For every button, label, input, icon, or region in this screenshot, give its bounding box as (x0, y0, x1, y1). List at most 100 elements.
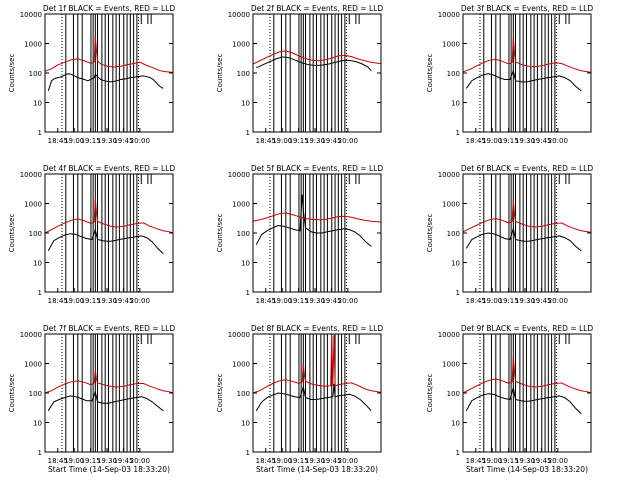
x-tick-label: 20:00 (130, 297, 150, 305)
x-tick-label: 18:45 (48, 297, 68, 305)
x-tick-label: 19:15 (80, 457, 100, 465)
y-tick-label: 100 (29, 70, 42, 78)
y-tick-label: 10000 (438, 11, 460, 19)
x-tick-label: 19:45 (113, 297, 133, 305)
panel-title: Det 7f BLACK = Events, RED = LLD (43, 324, 176, 333)
y-tick-label: 100 (447, 70, 460, 78)
y-tick-label: 10000 (228, 171, 250, 179)
y-tick-label: 1000 (442, 361, 460, 369)
plot-frame (462, 13, 592, 133)
y-tick-label: 1 (38, 449, 42, 457)
panel-title: Det 9f BLACK = Events, RED = LLD (461, 324, 594, 333)
x-tick-label: 18:45 (466, 297, 486, 305)
x-tick-label: 18:45 (466, 137, 486, 145)
y-axis-label: Counts/sec (8, 214, 16, 253)
y-tick-label: 10 (451, 420, 460, 428)
panel-det-2: 1 10 100 1000 10000 18:4519:0019:1519:3019:45… (216, 4, 383, 145)
y-tick-label: 10000 (228, 11, 250, 19)
x-tick-label: 19:00 (272, 137, 292, 145)
plot-frame (462, 173, 592, 293)
series-events-line (255, 384, 372, 412)
y-tick-label: 1 (38, 129, 42, 137)
plot-frame (44, 13, 174, 133)
x-tick-label: 19:00 (64, 457, 84, 465)
x-tick-label: 19:30 (97, 297, 117, 305)
panel-title: Det 8f BLACK = Events, RED = LLD (251, 324, 384, 333)
x-tick-label: 20:00 (338, 457, 358, 465)
x-tick-label: 19:15 (498, 137, 518, 145)
series-events-line (255, 194, 372, 247)
plot-frame (44, 173, 174, 293)
y-tick-label: 10 (241, 420, 250, 428)
x-tick-label: 19:45 (113, 457, 133, 465)
y-tick-label: 100 (29, 230, 42, 238)
y-tick-label: 1000 (442, 41, 460, 49)
y-tick-label: 100 (447, 390, 460, 398)
series-events-line (465, 387, 582, 414)
y-tick-label: 1000 (232, 41, 250, 49)
x-tick-label: 19:30 (305, 137, 325, 145)
x-tick-label: 19:00 (64, 297, 84, 305)
x-tick-label: 20:00 (338, 297, 358, 305)
y-tick-label: 10 (33, 100, 42, 108)
y-tick-label: 1 (246, 449, 250, 457)
x-tick-label: 18:45 (466, 457, 486, 465)
series-lld-line (252, 335, 382, 394)
y-axis-label: Counts/sec (216, 214, 224, 253)
x-tick-label: 19:45 (321, 137, 341, 145)
plot-frame (252, 333, 382, 453)
plot-frame (252, 13, 382, 133)
x-tick-label: 18:45 (256, 137, 276, 145)
x-tick-label: 19:15 (80, 297, 100, 305)
x-tick-label: 19:45 (531, 457, 551, 465)
x-tick-label: 19:30 (305, 457, 325, 465)
y-tick-label: 1 (456, 289, 460, 297)
x-tick-label: 18:45 (256, 297, 276, 305)
y-tick-label: 1000 (24, 41, 42, 49)
y-tick-label: 100 (447, 230, 460, 238)
y-tick-label: 10000 (20, 331, 42, 339)
panel-title: Det 1f BLACK = Events, RED = LLD (43, 4, 176, 13)
series-events-line (256, 56, 372, 72)
x-tick-label: 19:15 (498, 457, 518, 465)
panel-title: Det 3f BLACK = Events, RED = LLD (461, 4, 594, 13)
series-lld-line (462, 200, 592, 233)
series-lld-line (252, 50, 382, 65)
panel-title: Det 6f BLACK = Events, RED = LLD (461, 164, 594, 173)
panel-det-8: 1 10 100 1000 10000 18:4519:0019:1519:3019:45… (216, 324, 383, 474)
plot-frame (44, 333, 174, 453)
x-axis-label: Start Time (14-Sep-03 18:33:20) (256, 465, 378, 474)
series-lld-line (44, 198, 174, 234)
x-tick-label: 18:45 (256, 457, 276, 465)
series-lld-line (252, 212, 382, 223)
panel-det-5: 1 10 100 1000 10000 18:4519:0019:1519:3019:45… (216, 164, 383, 305)
series-lld-line (44, 35, 174, 73)
x-tick-label: 19:15 (288, 297, 308, 305)
panel-det-6: 1 10 100 1000 10000 18:4519:0019:1519:3019:45… (426, 164, 593, 305)
y-tick-label: 10 (33, 420, 42, 428)
y-axis-label: Counts/sec (426, 214, 434, 253)
y-tick-label: 10 (241, 260, 250, 268)
x-tick-label: 19:30 (515, 457, 535, 465)
y-tick-label: 10000 (438, 331, 460, 339)
x-tick-label: 19:00 (482, 297, 502, 305)
y-tick-label: 100 (29, 390, 42, 398)
y-tick-label: 1000 (232, 361, 250, 369)
panel-det-1: 1 10 100 1000 10000 18:4519:0019:1519:3019:45… (8, 4, 175, 145)
x-tick-label: 19:00 (272, 297, 292, 305)
y-tick-label: 1 (246, 289, 250, 297)
y-tick-label: 1000 (24, 361, 42, 369)
panel-title: Det 5f BLACK = Events, RED = LLD (251, 164, 384, 173)
series-events-line (465, 68, 582, 92)
panel-det-4: 1 10 100 1000 10000 18:4519:0019:1519:3019:45… (8, 164, 175, 305)
panel-title: Det 2f BLACK = Events, RED = LLD (251, 4, 384, 13)
x-tick-label: 20:00 (548, 457, 568, 465)
panel-det-7: 1 10 100 1000 10000 18:4519:0019:1519:3019:45… (8, 324, 175, 474)
y-axis-label: Counts/sec (8, 374, 16, 413)
y-tick-label: 1 (456, 449, 460, 457)
y-tick-label: 1 (456, 129, 460, 137)
y-tick-label: 1000 (232, 201, 250, 209)
x-axis-label: Start Time (14-Sep-03 18:33:20) (48, 465, 170, 474)
x-axis-label: Start Time (14-Sep-03 18:33:20) (466, 465, 588, 474)
x-tick-label: 20:00 (548, 297, 568, 305)
